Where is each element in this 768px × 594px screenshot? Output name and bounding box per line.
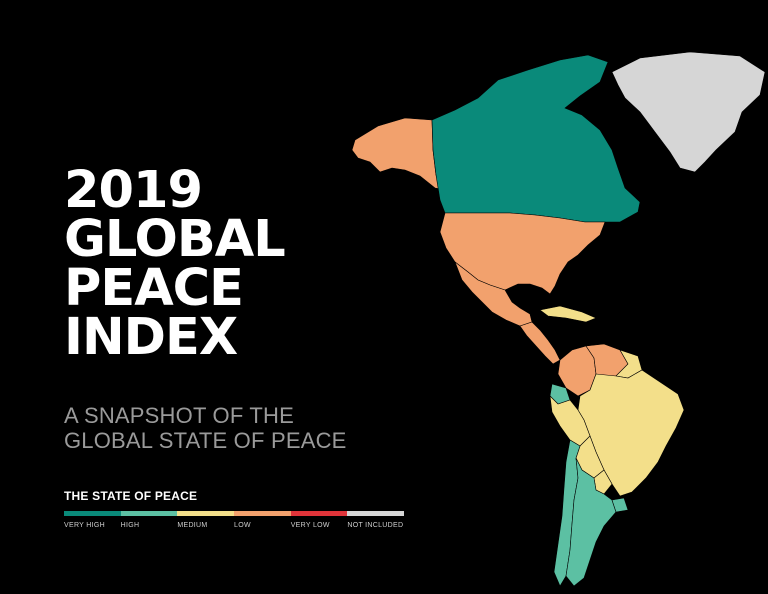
peace-legend: THE STATE OF PEACE VERY HIGH HIGH MEDIUM… bbox=[64, 489, 405, 529]
legend-labels: VERY HIGH HIGH MEDIUM LOW VERY LOW NOT I… bbox=[64, 522, 404, 529]
region-mexico bbox=[454, 261, 533, 327]
region-greenland bbox=[611, 51, 766, 173]
legend-label-medium: MEDIUM bbox=[177, 522, 208, 529]
subtitle-line-2: GLOBAL STATE OF PEACE bbox=[64, 428, 347, 453]
legend-swatch-very-low bbox=[290, 511, 348, 516]
legend-swatch-low bbox=[234, 511, 291, 516]
legend-swatch-medium bbox=[177, 511, 235, 516]
legend-title: THE STATE OF PEACE bbox=[64, 489, 198, 503]
title-line-peace: PEACE bbox=[64, 259, 244, 318]
legend-color-bar bbox=[64, 511, 405, 516]
legend-label-not-included: NOT INCLUDED bbox=[347, 522, 404, 529]
title-line-global: GLOBAL bbox=[64, 210, 286, 269]
region-argentina bbox=[565, 457, 617, 587]
subtitle-line-1: A SNAPSHOT OF THE bbox=[64, 403, 294, 428]
title-line-year: 2019 bbox=[64, 161, 203, 220]
legend-label-very-low: VERY LOW bbox=[290, 522, 330, 529]
region-uruguay bbox=[611, 497, 629, 513]
region-alaska bbox=[351, 117, 447, 191]
legend-label-low: LOW bbox=[234, 522, 251, 529]
title-line-index: INDEX bbox=[64, 308, 238, 367]
legend-swatch-high bbox=[120, 511, 178, 516]
legend-swatch-not-included bbox=[347, 511, 405, 516]
page-subtitle: A SNAPSHOT OF THE GLOBAL STATE OF PEACE bbox=[64, 403, 347, 453]
legend-swatch-very-high bbox=[64, 511, 121, 516]
region-cuba bbox=[539, 305, 597, 323]
legend-label-very-high: VERY HIGH bbox=[64, 522, 105, 529]
region-central-america bbox=[519, 321, 561, 365]
legend-label-high: HIGH bbox=[120, 522, 140, 529]
page-title: 2019 GLOBAL PEACE INDEX bbox=[64, 161, 286, 367]
region-canada bbox=[431, 54, 641, 223]
